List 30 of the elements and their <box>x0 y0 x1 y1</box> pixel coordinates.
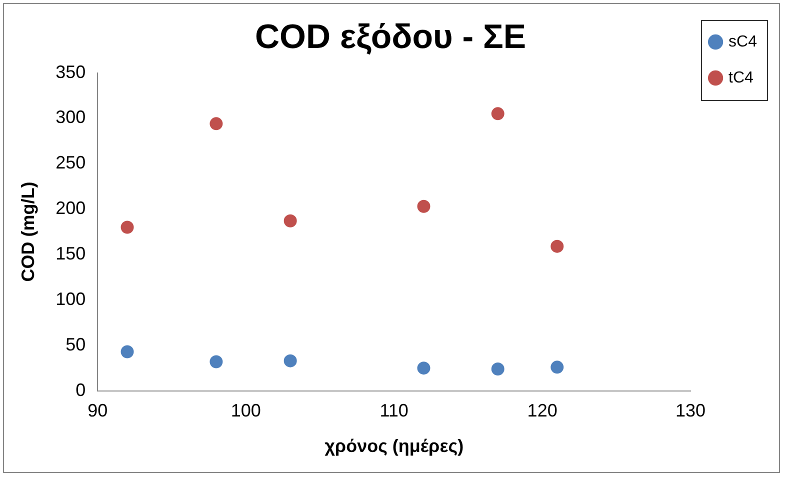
y-tick-label: 350 <box>56 62 86 82</box>
y-axis-title: COD (mg/L) <box>18 182 38 282</box>
x-tick-label: 120 <box>527 400 558 421</box>
point <box>210 117 223 130</box>
point <box>210 355 223 368</box>
y-tick-label: 250 <box>56 152 86 173</box>
x-tick-label: 130 <box>676 400 706 421</box>
x-tick-label: 110 <box>380 400 408 421</box>
x-tick-label: 90 <box>88 400 108 421</box>
x-tick-label: 100 <box>230 400 261 421</box>
point <box>284 214 297 228</box>
y-tick-label: 300 <box>56 107 86 128</box>
y-tick-label: 150 <box>56 243 86 264</box>
legend-label: tC4 <box>728 69 754 86</box>
point <box>491 107 504 120</box>
point <box>284 354 297 368</box>
point <box>120 345 134 358</box>
y-tick-label: 50 <box>66 334 86 354</box>
y-tick-label: 100 <box>56 288 86 309</box>
point <box>550 240 564 253</box>
point <box>417 200 430 213</box>
y-tick-label: 0 <box>76 380 86 400</box>
point <box>550 360 564 374</box>
x-axis-title: χρόνος (ημέρες) <box>324 436 464 456</box>
point <box>120 220 134 234</box>
point <box>417 362 430 375</box>
chart-title: COD εξόδου - ΣΕ <box>254 18 526 56</box>
legend-label: sC4 <box>728 33 758 50</box>
y-tick-label: 200 <box>56 198 86 218</box>
point <box>491 362 504 376</box>
